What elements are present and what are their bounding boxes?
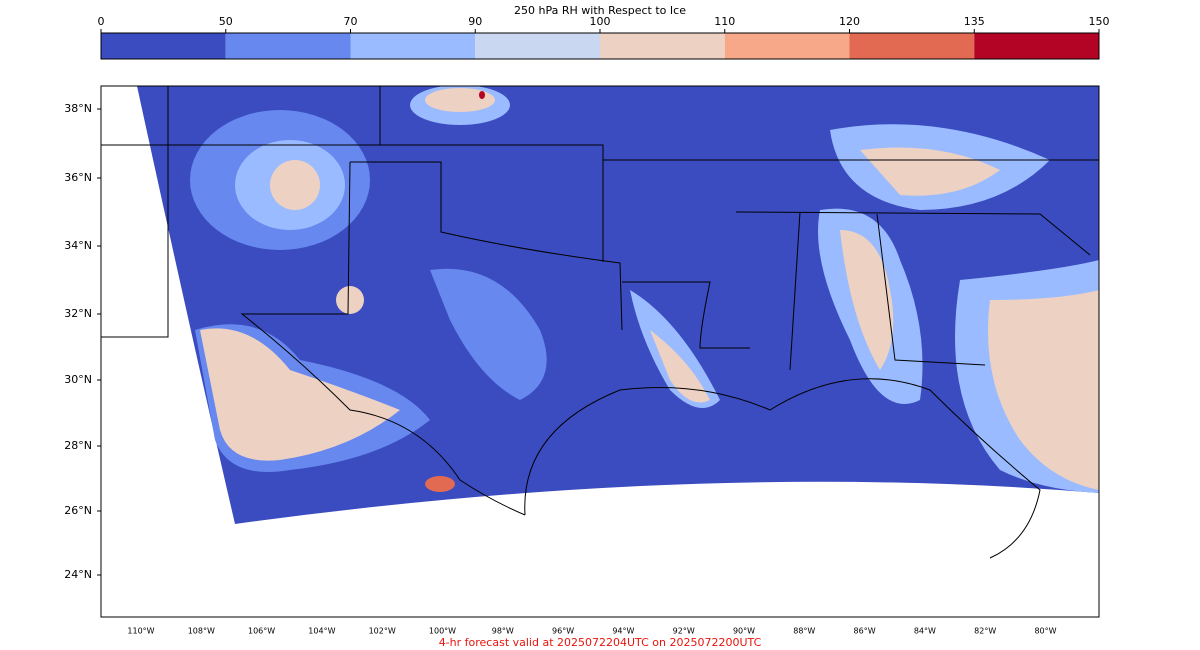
colorbar-tick-label: 120 <box>839 15 860 28</box>
lon-label: 86°W <box>854 627 876 636</box>
colorbar-segment <box>724 33 850 59</box>
lat-label: 26°N <box>64 504 92 517</box>
lon-label: 96°W <box>552 627 574 636</box>
lon-label: 90°W <box>733 627 755 636</box>
lat-label: 36°N <box>64 171 92 184</box>
lon-label: 88°W <box>793 627 815 636</box>
colorbar-tick-label: 50 <box>219 15 233 28</box>
lon-label: 82°W <box>974 627 996 636</box>
lat-label: 24°N <box>64 568 92 581</box>
lon-label: 92°W <box>673 627 695 636</box>
colorbar-tick-label: 0 <box>98 15 105 28</box>
lon-label: 108°W <box>188 627 215 636</box>
colorbar-segment <box>101 33 226 59</box>
colorbar-segment <box>475 33 600 59</box>
lon-label: 84°W <box>914 627 936 636</box>
map-frame <box>100 85 1100 618</box>
lon-label: 102°W <box>369 627 396 636</box>
colorbar-segment <box>225 33 351 59</box>
lat-label: 38°N <box>64 102 92 115</box>
colorbar-tick-label: 90 <box>468 15 482 28</box>
colorbar-tick-label: 100 <box>590 15 611 28</box>
humidity-blobs <box>190 86 1099 493</box>
colorbar-tick-label: 150 <box>1089 15 1110 28</box>
colorbar-tick-label: 70 <box>344 15 358 28</box>
lat-label: 34°N <box>64 239 92 252</box>
lon-label: 100°W <box>429 627 456 636</box>
lat-label: 28°N <box>64 439 92 452</box>
colorbar-segment <box>974 33 1099 59</box>
lon-label: 94°W <box>612 627 634 636</box>
colorbar: 0 50 70 90 100 110 120 135 150 <box>98 15 1110 60</box>
colorbar-title: 250 hPa RH with Respect to Ice <box>514 4 686 17</box>
colorbar-segment <box>350 33 476 59</box>
footer: 4-hr forecast valid at 2025072204UTC on … <box>439 636 762 649</box>
map-field <box>101 86 1099 559</box>
colorbar-tick-label: 135 <box>964 15 985 28</box>
lat-label: 30°N <box>64 373 92 386</box>
lon-label: 80°W <box>1034 627 1056 636</box>
colorbar-segment <box>600 33 725 59</box>
lon-label: 110°W <box>127 627 154 636</box>
lat-label: 32°N <box>64 307 92 320</box>
lon-label: 106°W <box>248 627 275 636</box>
borders <box>101 86 1099 559</box>
map: 38°N 36°N 34°N 32°N 30°N 28°N 26°N 24°N 110°W 108… <box>64 85 1100 636</box>
lon-label: 98°W <box>492 627 514 636</box>
colorbar-tick-label: 110 <box>714 15 735 28</box>
colorbar-segment <box>849 33 975 59</box>
lon-label: 104°W <box>308 627 335 636</box>
